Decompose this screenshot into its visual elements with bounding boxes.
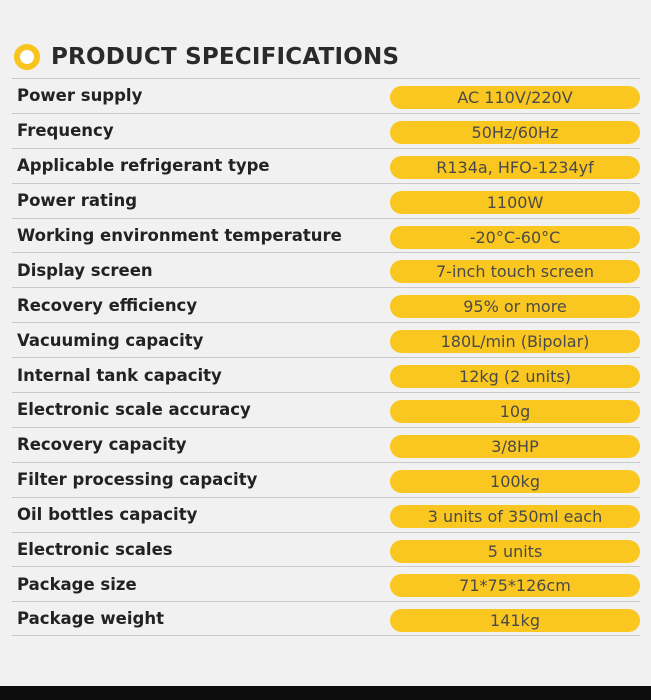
spec-label: Power supply xyxy=(17,86,143,106)
spec-row-package-weight: Package weight 141kg xyxy=(12,601,640,637)
spec-row-oil-bottles-capacity: Oil bottles capacity 3 units of 350ml ea… xyxy=(12,496,640,532)
spec-row-frequency: Frequency 50Hz/60Hz xyxy=(12,112,640,148)
spec-label: Package size xyxy=(17,574,137,594)
spec-row-recovery-efficiency: Recovery efficiency 95% or more xyxy=(12,287,640,322)
spec-label: Internal tank capacity xyxy=(17,365,222,385)
circle-bullet-icon xyxy=(14,44,40,70)
spec-value: 141kg xyxy=(390,609,640,633)
page-title: PRODUCT SPECIFICATIONS xyxy=(51,44,400,70)
spec-label: Electronic scale accuracy xyxy=(17,400,251,420)
spec-label: Filter processing capacity xyxy=(17,470,258,490)
spec-value: 10g xyxy=(390,400,640,424)
spec-value: 3/8HP xyxy=(390,434,640,458)
spec-label: Package weight xyxy=(17,609,164,629)
spec-value: 1100W xyxy=(390,190,640,214)
spec-row-vacuuming-capacity: Vacuuming capacity 180L/min (Bipolar) xyxy=(12,322,640,357)
spec-row-electronic-scales: Electronic scales 5 units xyxy=(12,531,640,567)
spec-row-refrigerant-type: Applicable refrigerant type R134a, HFO-1… xyxy=(12,147,640,183)
spec-label: Display screen xyxy=(17,260,153,280)
spec-label: Power rating xyxy=(17,191,138,211)
spec-value: 95% or more xyxy=(390,295,640,319)
spec-label: Applicable refrigerant type xyxy=(17,156,270,176)
spec-row-display-screen: Display screen 7-inch touch screen xyxy=(12,252,640,287)
spec-value: AC 110V/220V xyxy=(390,86,640,109)
spec-table: Power supply AC 110V/220V Frequency 50Hz… xyxy=(12,78,640,637)
spec-label: Frequency xyxy=(17,121,114,141)
section-header: PRODUCT SPECIFICATIONS xyxy=(14,40,399,74)
spec-label: Electronic scales xyxy=(17,540,173,560)
spec-value: 3 units of 350ml each xyxy=(390,504,640,528)
spec-value: 50Hz/60Hz xyxy=(390,120,640,144)
spec-label: Working environment temperature xyxy=(17,226,342,245)
spec-label: Oil bottles capacity xyxy=(17,505,198,525)
spec-value: 180L/min (Bipolar) xyxy=(390,330,640,354)
spec-row-working-temperature: Working environment temperature -20°C-60… xyxy=(12,217,640,253)
spec-value: R134a, HFO-1234yf xyxy=(390,155,640,179)
spec-value: 100kg xyxy=(390,469,640,493)
spec-row-power-rating: Power rating 1100W xyxy=(12,182,640,218)
spec-row-scale-accuracy: Electronic scale accuracy 10g xyxy=(12,392,640,427)
spec-value: 12kg (2 units) xyxy=(390,365,640,389)
spec-label: Recovery capacity xyxy=(17,435,187,455)
spec-row-internal-tank-capacity: Internal tank capacity 12kg (2 units) xyxy=(12,357,640,392)
spec-label: Vacuuming capacity xyxy=(17,330,204,350)
spec-value: 7-inch touch screen xyxy=(390,260,640,284)
spec-value: 5 units xyxy=(390,539,640,563)
spec-row-recovery-capacity: Recovery capacity 3/8HP xyxy=(12,426,640,462)
spec-value: 71*75*126cm xyxy=(390,574,640,598)
spec-row-package-size: Package size 71*75*126cm xyxy=(12,566,640,601)
bottom-bar xyxy=(0,686,651,700)
spec-value: -20°C-60°C xyxy=(390,225,640,249)
spec-label: Recovery efficiency xyxy=(17,295,198,315)
spec-row-filter-capacity: Filter processing capacity 100kg xyxy=(12,461,640,497)
spec-row-power-supply: Power supply AC 110V/220V xyxy=(12,78,640,113)
